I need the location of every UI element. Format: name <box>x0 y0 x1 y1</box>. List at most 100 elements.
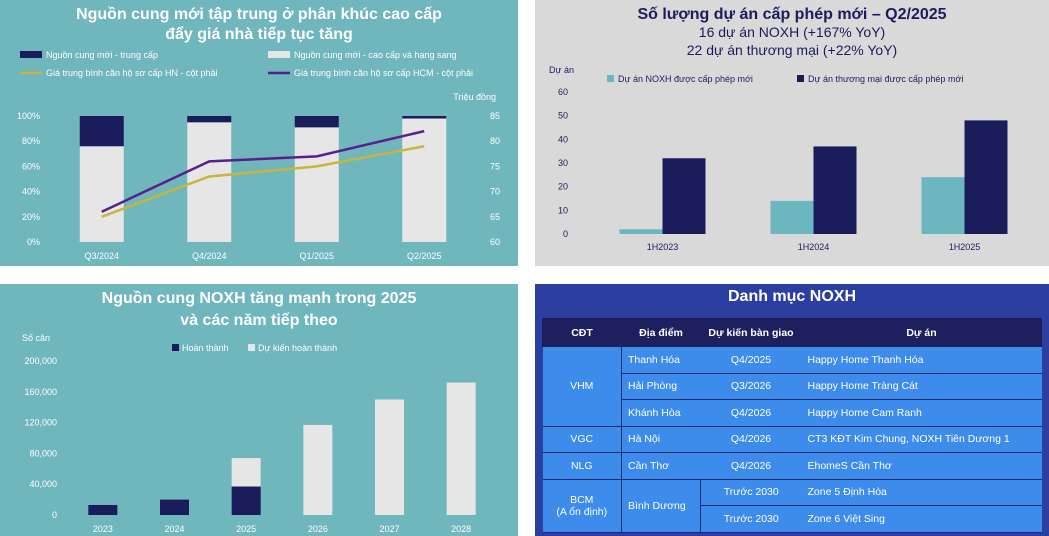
x-tick-label: 2026 <box>308 524 328 534</box>
legend-swatch <box>20 51 42 58</box>
table-row: VHM Thanh Hóa Q4/2025 Happy Home Thanh H… <box>542 346 1042 427</box>
col-header-developer: CĐT <box>542 318 622 347</box>
x-tick-label: Q3/2024 <box>84 251 119 261</box>
y-right-axis-label: Triệu đồng <box>453 92 496 102</box>
social-housing-table: CĐT Địa điểm Dự kiến bàn giao Dự án VHM … <box>542 318 1042 533</box>
handover-cell: Q4/2026 <box>700 399 802 427</box>
social-housing-supply-chart-panel: Nguồn cung NOXH tăng mạnh trong 2025 và c… <box>0 284 518 536</box>
y-right-tick-label: 60 <box>490 237 500 247</box>
project-cell: CT3 KĐT Kim Chung, NOXH Tiên Dương 1 <box>801 426 1042 453</box>
x-tick-label: 2025 <box>236 524 256 534</box>
y-tick-label: 10 <box>558 205 568 215</box>
y-right-tick-label: 85 <box>490 111 500 121</box>
project-cell: Happy Home Tràng Cát <box>801 373 1042 400</box>
y-left-tick-label: 80% <box>22 136 40 146</box>
x-tick-label: 2024 <box>164 524 184 534</box>
handover-cell: Q4/2026 <box>700 452 802 480</box>
y-tick-label: 120,000 <box>24 418 57 428</box>
legend-label: Dự án thương mại được cấp phép mới <box>808 74 963 84</box>
x-tick-label: 2027 <box>379 524 399 534</box>
bar-completed <box>231 486 261 515</box>
developer-cell: VHM <box>542 346 622 427</box>
x-tick-label: 1H2025 <box>949 242 981 252</box>
y-tick-label: 40 <box>558 134 568 144</box>
y-axis-label: Số căn <box>22 333 50 343</box>
chart-subtitle: và các năm tiếp theo <box>180 312 338 329</box>
bar-commercial <box>662 158 706 234</box>
y-tick-label: 30 <box>558 158 568 168</box>
handover-cell: Trước 2030 <box>700 479 802 506</box>
bar-mid-range <box>187 116 232 123</box>
licensed-projects-chart: Số lượng dự án cấp phép mới – Q2/202516 … <box>549 6 1008 252</box>
chart-subtitle: đẩy giá nhà tiếp tục tăng <box>165 25 353 43</box>
location-cell: Khánh Hòa <box>621 399 701 427</box>
bar-noxh <box>921 177 965 234</box>
table-row: Khánh Hòa Q4/2026 Happy Home Cam Ranh <box>542 399 1042 427</box>
legend-label: Giá trung bình căn hộ sơ cấp HN - cột ph… <box>46 68 218 78</box>
bar-mid-range <box>79 116 124 147</box>
developer-cell: VGC <box>542 426 622 453</box>
social-housing-supply-chart: Nguồn cung NOXH tăng mạnh trong 2025 và c… <box>22 290 476 534</box>
location-cell: Hà Nội <box>621 426 701 453</box>
x-tick-label: 1H2024 <box>798 242 830 252</box>
y-tick-label: 80,000 <box>29 448 57 458</box>
bar-commercial <box>813 146 857 234</box>
legend-label: Nguồn cung mới - cao cấp và hạng sang <box>294 50 457 60</box>
bar-expected <box>303 424 333 515</box>
bar-completed <box>88 504 118 515</box>
x-tick-label: 2028 <box>451 524 471 534</box>
licensed-projects-chart-panel: Số lượng dự án cấp phép mới – Q2/2025 16 … <box>535 0 1049 266</box>
x-tick-label: Q2/2025 <box>407 251 442 261</box>
y-tick-label: 0 <box>563 229 568 239</box>
project-cell: Zone 5 Định Hòa <box>801 479 1042 506</box>
y-left-tick-label: 20% <box>22 212 40 222</box>
developer-subname: (A ổn định) <box>556 505 608 518</box>
bar-premium <box>79 146 124 242</box>
bar-commercial <box>964 120 1008 234</box>
project-cell: Happy Home Cam Ranh <box>801 399 1042 427</box>
col-header-project: Dự án <box>801 318 1042 347</box>
bar-mid-range <box>402 116 447 119</box>
y-left-tick-label: 60% <box>22 161 40 171</box>
bar-mid-range <box>294 116 339 128</box>
location-cell: Bình Dương <box>621 479 701 533</box>
legend-swatch <box>248 344 255 351</box>
table-row: VGC Hà Nội Q4/2026 CT3 KĐT Kim Chung, NO… <box>542 426 1042 453</box>
y-tick-label: 20 <box>558 182 568 192</box>
y-tick-label: 60 <box>558 87 568 97</box>
line-hn-price <box>101 145 425 218</box>
social-housing-table-panel: Danh mục NOXH CĐT Địa điểm Dự kiến bàn g… <box>535 284 1049 536</box>
y-tick-label: 40,000 <box>29 479 57 489</box>
chart-title: Số lượng dự án cấp phép mới – Q2/2025 <box>637 6 946 23</box>
location-cell: Cần Thơ <box>621 452 701 480</box>
y-tick-label: 200,000 <box>24 356 57 366</box>
bar-expected <box>375 399 404 515</box>
handover-cell: Trước 2030 <box>700 505 802 533</box>
supply-segment-chart: Nguồn cung mới tập trung ở phân khúc cao… <box>17 6 500 261</box>
y-tick-label: 50 <box>558 111 568 121</box>
y-left-tick-label: 100% <box>17 111 40 121</box>
bar-noxh <box>619 229 663 234</box>
developer-cell: NLG <box>542 452 622 480</box>
project-cell: Happy Home Thanh Hóa <box>801 346 1042 374</box>
supply-segment-chart-panel: Nguồn cung mới tập trung ở phân khúc cao… <box>0 0 518 266</box>
handover-cell: Q4/2026 <box>700 426 802 453</box>
developer-cell: BCM (A ổn định) <box>542 479 622 533</box>
x-tick-label: 1H2023 <box>647 242 679 252</box>
table-row: NLG Cần Thơ Q4/2026 EhomeS Cần Thơ <box>542 452 1042 480</box>
y-right-tick-label: 65 <box>490 212 500 222</box>
bar-expected <box>446 382 476 515</box>
bar-noxh <box>770 200 814 234</box>
y-axis-label: Dự án <box>549 65 574 75</box>
y-right-tick-label: 70 <box>490 187 500 197</box>
bar-premium <box>294 127 339 242</box>
project-cell: EhomeS Cần Thơ <box>801 452 1042 480</box>
table-header-row: CĐT Địa điểm Dự kiến bàn giao Dự án <box>542 318 1042 347</box>
y-left-tick-label: 40% <box>22 187 40 197</box>
chart-title: Nguồn cung mới tập trung ở phân khúc cao… <box>76 6 442 23</box>
line-hcm-price <box>101 129 425 213</box>
y-right-tick-label: 75 <box>490 161 500 171</box>
x-tick-label: Q1/2025 <box>299 251 334 261</box>
col-header-location: Địa điểm <box>621 318 701 347</box>
bar-expected <box>231 458 261 487</box>
